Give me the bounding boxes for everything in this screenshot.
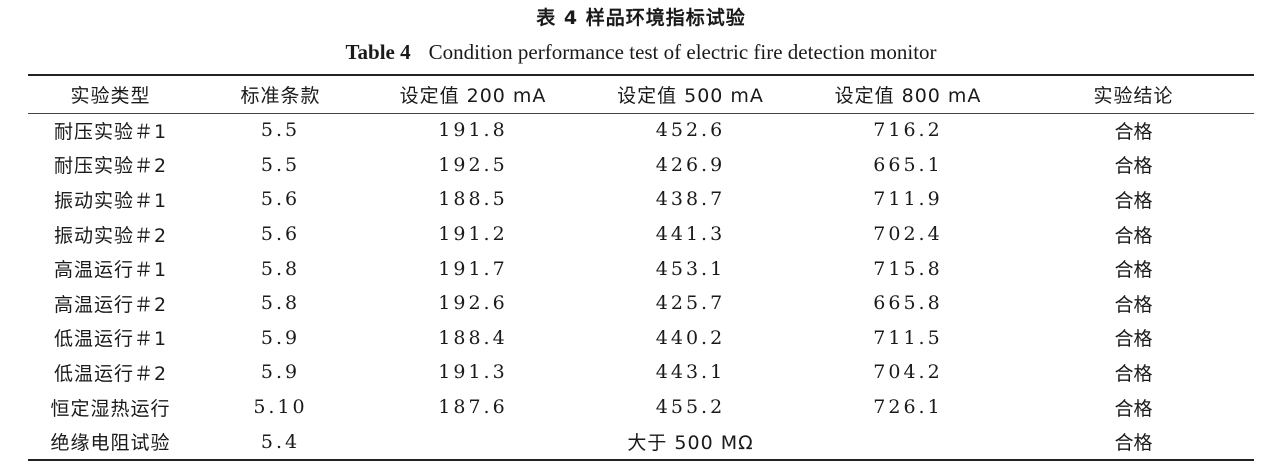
cell-conclusion: 合格 xyxy=(1114,120,1153,143)
table-row: 高温运行＃1 5.8 191.7 453.1 715.8 合格 xyxy=(28,251,1254,286)
table-row: 振动实验＃1 5.6 188.5 438.7 711.9 合格 xyxy=(28,182,1254,217)
cell-conclusion: 合格 xyxy=(1114,397,1153,420)
table-caption-chinese: 表 4 样品环境指标试验 xyxy=(536,7,746,29)
cell-test-type: 耐压实验＃2 xyxy=(53,155,168,178)
table-top-rule xyxy=(28,74,1254,76)
cell-test-type: 振动实验＃2 xyxy=(53,224,168,247)
cell-value-500ma: 425.7 xyxy=(655,292,726,315)
table-row: 恒定湿热运行 5.10 187.6 455.2 726.1 合格 xyxy=(28,390,1254,425)
cell-conclusion: 合格 xyxy=(1114,328,1153,351)
header-conclusion: 实验结论 xyxy=(1093,85,1174,107)
cell-value-200ma: 191.2 xyxy=(438,223,508,246)
cell-conclusion: 合格 xyxy=(1114,362,1153,385)
cell-test-type: 低温运行＃2 xyxy=(53,362,168,385)
cell-value-800ma: 711.5 xyxy=(873,326,943,349)
cell-clause: 5.9 xyxy=(260,326,301,349)
cell-value-200ma: 187.6 xyxy=(438,396,508,419)
cell-value-800ma: 665.1 xyxy=(873,153,943,176)
cell-value-800ma: 704.2 xyxy=(873,361,943,384)
cell-value-800ma: 716.2 xyxy=(873,119,943,142)
cell-test-type: 恒定湿热运行 xyxy=(50,397,171,420)
cell-value-500ma: 426.9 xyxy=(655,153,726,176)
table-title: Condition performance test of electric f… xyxy=(428,40,937,64)
table-caption-english: Table 4 Condition performance test of ele… xyxy=(0,38,1282,66)
cell-value-500ma: 455.2 xyxy=(655,396,726,419)
cell-value-500ma: 453.1 xyxy=(655,257,726,280)
cell-value-500ma: 438.7 xyxy=(655,188,726,211)
table-header-row: 实验类型 标准条款 设定值 200 mA 设定值 500 mA 设定值 800 … xyxy=(28,76,1254,113)
cell-value-200ma: 191.3 xyxy=(438,361,508,384)
cell-clause: 5.10 xyxy=(253,396,308,419)
table-row-insulation: 绝缘电阻试验 5.4 大于 500 MΩ 合格 xyxy=(28,424,1254,459)
cell-conclusion: 合格 xyxy=(1114,224,1153,247)
cell-value-200ma: 192.5 xyxy=(438,153,508,176)
cell-merged-value: 大于 500 MΩ xyxy=(627,432,754,455)
cell-value-800ma: 665.8 xyxy=(873,292,943,315)
table-header-rule xyxy=(28,113,1254,114)
header-setpoint-200ma: 设定值 200 mA xyxy=(399,85,547,107)
cell-conclusion: 合格 xyxy=(1114,432,1153,455)
header-setpoint-500ma: 设定值 500 mA xyxy=(617,85,764,107)
cell-clause: 5.5 xyxy=(260,119,301,142)
cell-value-200ma: 191.8 xyxy=(438,119,508,142)
header-standard-clause: 标准条款 xyxy=(240,85,321,107)
cell-clause: 5.5 xyxy=(260,153,301,176)
table-row: 耐压实验＃2 5.5 192.5 426.9 665.1 合格 xyxy=(28,148,1254,183)
cell-clause: 5.6 xyxy=(260,223,301,246)
cell-value-500ma: 443.1 xyxy=(655,361,726,384)
table-row: 振动实验＃2 5.6 191.2 441.3 702.4 合格 xyxy=(28,217,1254,252)
table-row: 低温运行＃1 5.9 188.4 440.2 711.5 合格 xyxy=(28,321,1254,356)
header-test-type: 实验类型 xyxy=(70,85,151,107)
cell-test-type: 绝缘电阻试验 xyxy=(50,432,171,455)
header-setpoint-800ma: 设定值 800 mA xyxy=(834,85,982,107)
cell-value-500ma: 441.3 xyxy=(655,223,726,246)
environment-test-table: 实验类型 标准条款 设定值 200 mA 设定值 500 mA 设定值 800 … xyxy=(28,76,1254,459)
cell-clause: 5.6 xyxy=(260,188,301,211)
cell-clause: 5.4 xyxy=(260,430,301,453)
cell-conclusion: 合格 xyxy=(1114,189,1153,212)
cell-clause: 5.8 xyxy=(260,292,301,315)
table-bottom-rule xyxy=(28,459,1254,461)
cell-value-200ma: 188.5 xyxy=(438,188,508,211)
table-row: 耐压实验＃1 5.5 191.8 452.6 716.2 合格 xyxy=(28,113,1254,148)
cell-test-type: 振动实验＃1 xyxy=(53,189,168,212)
cell-value-200ma: 188.4 xyxy=(438,326,508,349)
cell-conclusion: 合格 xyxy=(1114,155,1153,178)
cell-test-type: 高温运行＃2 xyxy=(53,293,168,316)
cell-clause: 5.8 xyxy=(260,257,301,280)
cell-value-200ma: 192.6 xyxy=(438,292,508,315)
cell-test-type: 低温运行＃1 xyxy=(53,328,168,351)
cell-value-800ma: 711.9 xyxy=(873,188,943,211)
cell-value-800ma: 715.8 xyxy=(873,257,943,280)
cell-value-800ma: 702.4 xyxy=(873,223,943,246)
table-number-label: Table 4 xyxy=(345,40,411,64)
cell-conclusion: 合格 xyxy=(1114,259,1153,282)
cell-value-800ma: 726.1 xyxy=(873,396,943,419)
cell-clause: 5.9 xyxy=(260,361,301,384)
cell-value-500ma: 452.6 xyxy=(655,119,726,142)
table-row: 高温运行＃2 5.8 192.6 425.7 665.8 合格 xyxy=(28,286,1254,321)
cell-conclusion: 合格 xyxy=(1114,293,1153,316)
cell-value-500ma: 440.2 xyxy=(655,326,726,349)
table-row: 低温运行＃2 5.9 191.3 443.1 704.2 合格 xyxy=(28,355,1254,390)
cell-test-type: 高温运行＃1 xyxy=(53,259,168,282)
cell-value-200ma: 191.7 xyxy=(438,257,508,280)
cell-test-type: 耐压实验＃1 xyxy=(53,120,168,143)
